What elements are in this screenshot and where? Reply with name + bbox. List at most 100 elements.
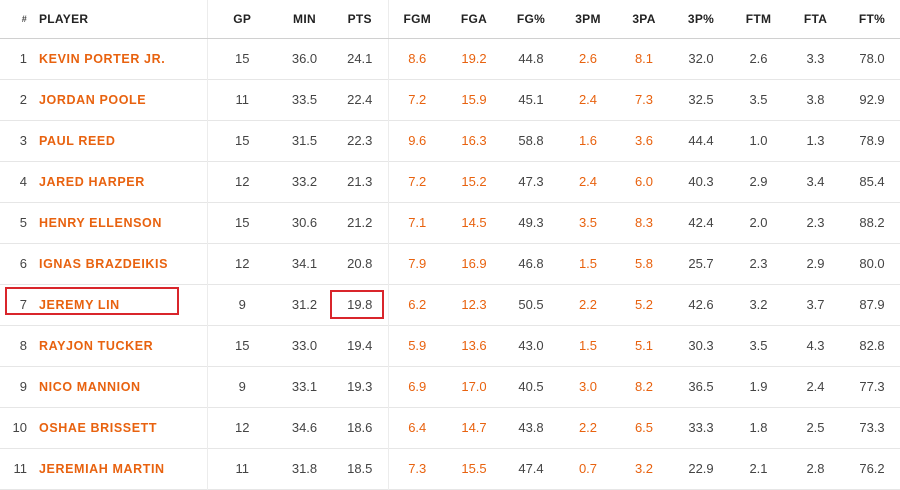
cell-fg-pct: 47.4 (518, 461, 544, 476)
table-body: 1 KEVIN PORTER JR. 15 36.0 24.1 8.6 19.2 44.8 2.… (0, 38, 900, 489)
table-row[interactable]: 11 JEREMIAH MARTIN 11 31.8 18.5 7.3 15.5 47.4 0.… (0, 448, 900, 489)
cell-fga: 15.2 (461, 174, 487, 189)
table-row[interactable]: 10 OSHAE BRISSETT 12 34.6 18.6 6.4 14.7 43.8 2.2… (0, 407, 900, 448)
cell-pts: 21.3 (332, 161, 389, 202)
cell-rank: 10 (12, 420, 27, 435)
cell-player-link[interactable]: PAUL REED (35, 120, 208, 161)
cell-min: 30.6 (291, 215, 318, 230)
cell-player-link[interactable]: JEREMIAH MARTIN (35, 448, 208, 489)
cell-ft-pct: 85.4 (859, 174, 885, 189)
cell-pts: 18.6 (332, 407, 389, 448)
cell-player-link[interactable]: NICO MANNION (35, 366, 208, 407)
col-header-gp[interactable]: GP (207, 0, 277, 39)
cell-ftm: 2.3 (749, 256, 768, 271)
cell-rank: 2 (19, 92, 27, 107)
cell-min: 36.0 (291, 51, 318, 66)
cell-pts: 20.8 (332, 243, 389, 284)
cell-ftm: 3.5 (749, 338, 768, 353)
cell-rank: 7 (19, 297, 27, 312)
cell-player-link[interactable]: HENRY ELLENSON (35, 202, 208, 243)
cell-fgm: 7.3 (408, 461, 427, 476)
cell-3p-pct: 25.7 (688, 256, 714, 271)
cell-min: 31.2 (291, 297, 318, 312)
cell-min: 33.5 (291, 92, 318, 107)
cell-fga: 14.7 (461, 420, 487, 435)
cell-ft-pct: 80.0 (859, 256, 885, 271)
col-header-3pa[interactable]: 3PA (616, 0, 672, 39)
col-header-player[interactable]: PLAYER (35, 0, 208, 39)
col-header-fta[interactable]: FTA (787, 0, 844, 39)
cell-3pa: 3.2 (634, 461, 654, 476)
cell-player-link[interactable]: OSHAE BRISSETT (35, 407, 208, 448)
cell-3p-pct: 30.3 (688, 338, 714, 353)
cell-ft-pct: 92.9 (859, 92, 885, 107)
cell-3pm: 1.6 (578, 133, 598, 148)
cell-player-link[interactable]: JORDAN POOLE (35, 79, 208, 120)
col-header-min[interactable]: MIN (277, 0, 332, 39)
cell-rank: 4 (19, 174, 27, 189)
cell-3pa: 6.5 (634, 420, 654, 435)
cell-rank: 6 (19, 256, 27, 271)
cell-fgm: 6.2 (408, 297, 427, 312)
table-row[interactable]: 6 IGNAS BRAZDEIKIS 12 34.1 20.8 7.9 16.9 46.8 1.… (0, 243, 900, 284)
cell-3pm: 0.7 (578, 461, 598, 476)
cell-3pm: 2.6 (578, 51, 598, 66)
col-header-pts[interactable]: PTS (332, 0, 389, 39)
table-row[interactable]: 1 KEVIN PORTER JR. 15 36.0 24.1 8.6 19.2 44.8 2.… (0, 38, 900, 79)
cell-fg-pct: 47.3 (518, 174, 544, 189)
cell-fg-pct: 46.8 (518, 256, 544, 271)
col-header-fga[interactable]: FGA (446, 0, 502, 39)
table-row[interactable]: 3 PAUL REED 15 31.5 22.3 9.6 16.3 58.8 1.6 3.6 44.… (0, 120, 900, 161)
cell-gp: 11 (235, 92, 250, 107)
cell-pts: 19.3 (332, 366, 389, 407)
table-row[interactable]: 9 NICO MANNION 9 33.1 19.3 6.9 17.0 40.5 3.0 8.2 3… (0, 366, 900, 407)
cell-ft-pct: 78.0 (859, 51, 885, 66)
col-header-ft-pct[interactable]: FT% (844, 0, 900, 39)
cell-3pm: 2.2 (578, 297, 598, 312)
cell-player-link[interactable]: IGNAS BRAZDEIKIS (35, 243, 208, 284)
table-row[interactable]: 8 RAYJON TUCKER 15 33.0 19.4 5.9 13.6 43.0 1.5 5.… (0, 325, 900, 366)
col-header-rank[interactable]: # (0, 0, 35, 39)
cell-gp: 12 (235, 256, 250, 271)
cell-3pm: 3.5 (578, 215, 598, 230)
cell-gp: 9 (238, 297, 246, 312)
cell-player-link[interactable]: JARED HARPER (35, 161, 208, 202)
col-header-fg-pct[interactable]: FG% (502, 0, 560, 39)
cell-3pa: 5.8 (634, 256, 654, 271)
cell-3p-pct: 22.9 (688, 461, 714, 476)
table-row[interactable]: 2 JORDAN POOLE 11 33.5 22.4 7.2 15.9 45.1 2.4 7.3… (0, 79, 900, 120)
cell-rank: 11 (13, 461, 28, 476)
col-header-fgm[interactable]: FGM (388, 0, 446, 39)
cell-fga: 15.5 (461, 461, 487, 476)
cell-3p-pct: 32.5 (688, 92, 714, 107)
cell-fta: 2.5 (806, 420, 825, 435)
cell-player-link[interactable]: KEVIN PORTER JR. (35, 38, 208, 79)
cell-player-link[interactable]: RAYJON TUCKER (35, 325, 208, 366)
table-row[interactable]: 4 JARED HARPER 12 33.2 21.3 7.2 15.2 47.3 2.4 6.0… (0, 161, 900, 202)
cell-3pm: 3.0 (578, 379, 598, 394)
cell-fg-pct: 49.3 (518, 215, 544, 230)
cell-rank: 8 (19, 338, 27, 353)
cell-3pm: 2.2 (578, 420, 598, 435)
table-row[interactable]: 5 HENRY ELLENSON 15 30.6 21.2 7.1 14.5 49.3 3.5 8… (0, 202, 900, 243)
cell-fta: 3.7 (806, 297, 825, 312)
cell-ft-pct: 88.2 (859, 215, 885, 230)
cell-3p-pct: 36.5 (688, 379, 714, 394)
cell-3pa: 5.2 (634, 297, 654, 312)
cell-fta: 3.4 (806, 174, 825, 189)
cell-3pa: 5.1 (634, 338, 654, 353)
cell-3p-pct: 40.3 (688, 174, 714, 189)
col-header-ftm[interactable]: FTM (730, 0, 787, 39)
col-header-3pm[interactable]: 3PM (560, 0, 616, 39)
cell-ft-pct: 73.3 (859, 420, 885, 435)
cell-fta: 2.8 (806, 461, 825, 476)
cell-ftm: 1.9 (749, 379, 768, 394)
cell-fgm: 6.9 (408, 379, 427, 394)
cell-pts: 22.3 (332, 120, 389, 161)
cell-ftm: 2.6 (749, 51, 768, 66)
cell-3pa: 8.2 (634, 379, 654, 394)
cell-3pm: 2.4 (578, 92, 598, 107)
cell-pts: 24.1 (332, 38, 389, 79)
col-header-3p-pct[interactable]: 3P% (672, 0, 730, 39)
